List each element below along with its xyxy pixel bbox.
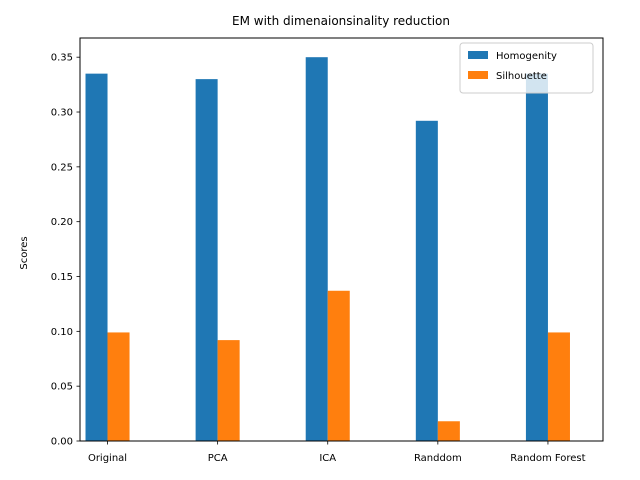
legend-swatch [468, 71, 488, 79]
bar-homogenity-1 [195, 79, 218, 442]
y-tick-label: 0.15 [51, 272, 73, 283]
legend-swatch [468, 51, 488, 59]
bar-silhouette-0 [107, 332, 130, 441]
bar-silhouette-2 [327, 290, 350, 441]
y-tick-label: 0.00 [51, 437, 73, 448]
bar-homogenity-2 [305, 57, 328, 441]
y-tick-label: 0.10 [51, 327, 73, 338]
x-tick-label: Random Forest [510, 453, 585, 464]
bar-homogenity-3 [415, 120, 438, 441]
bar-silhouette-3 [437, 421, 460, 441]
chart-title: EM with dimenaionsinality reduction [232, 14, 450, 28]
x-tick-label: PCA [208, 453, 228, 464]
y-tick-label: 0.05 [51, 382, 73, 393]
bar-homogenity-0 [85, 73, 108, 441]
x-tick-label: Randdom [414, 453, 462, 464]
y-tick-label: 0.35 [51, 53, 73, 64]
bars-layer [85, 57, 570, 442]
y-tick-label: 0.25 [51, 162, 73, 173]
y-tick-label: 0.30 [51, 108, 73, 119]
bar-silhouette-1 [217, 340, 240, 441]
legend-label: Homogenity [496, 51, 557, 62]
y-axis-ticks: 0.00 0.05 0.10 0.15 0.20 0.25 0.30 0.35 [51, 53, 80, 448]
legend-label: Silhouette [496, 71, 547, 82]
plot-frame [79, 37, 604, 442]
x-axis-ticks: Original PCA ICA Randdom Random Forest [88, 441, 586, 464]
legend: Homogenity Silhouette [459, 42, 594, 94]
bar-homogenity-4 [525, 73, 548, 441]
y-tick-label: 0.20 [51, 217, 73, 228]
bar-silhouette-4 [547, 332, 570, 441]
x-tick-label: ICA [319, 453, 336, 464]
y-axis-label: Scores [19, 236, 30, 269]
x-tick-label: Original [88, 453, 127, 464]
legend-box [459, 42, 594, 94]
